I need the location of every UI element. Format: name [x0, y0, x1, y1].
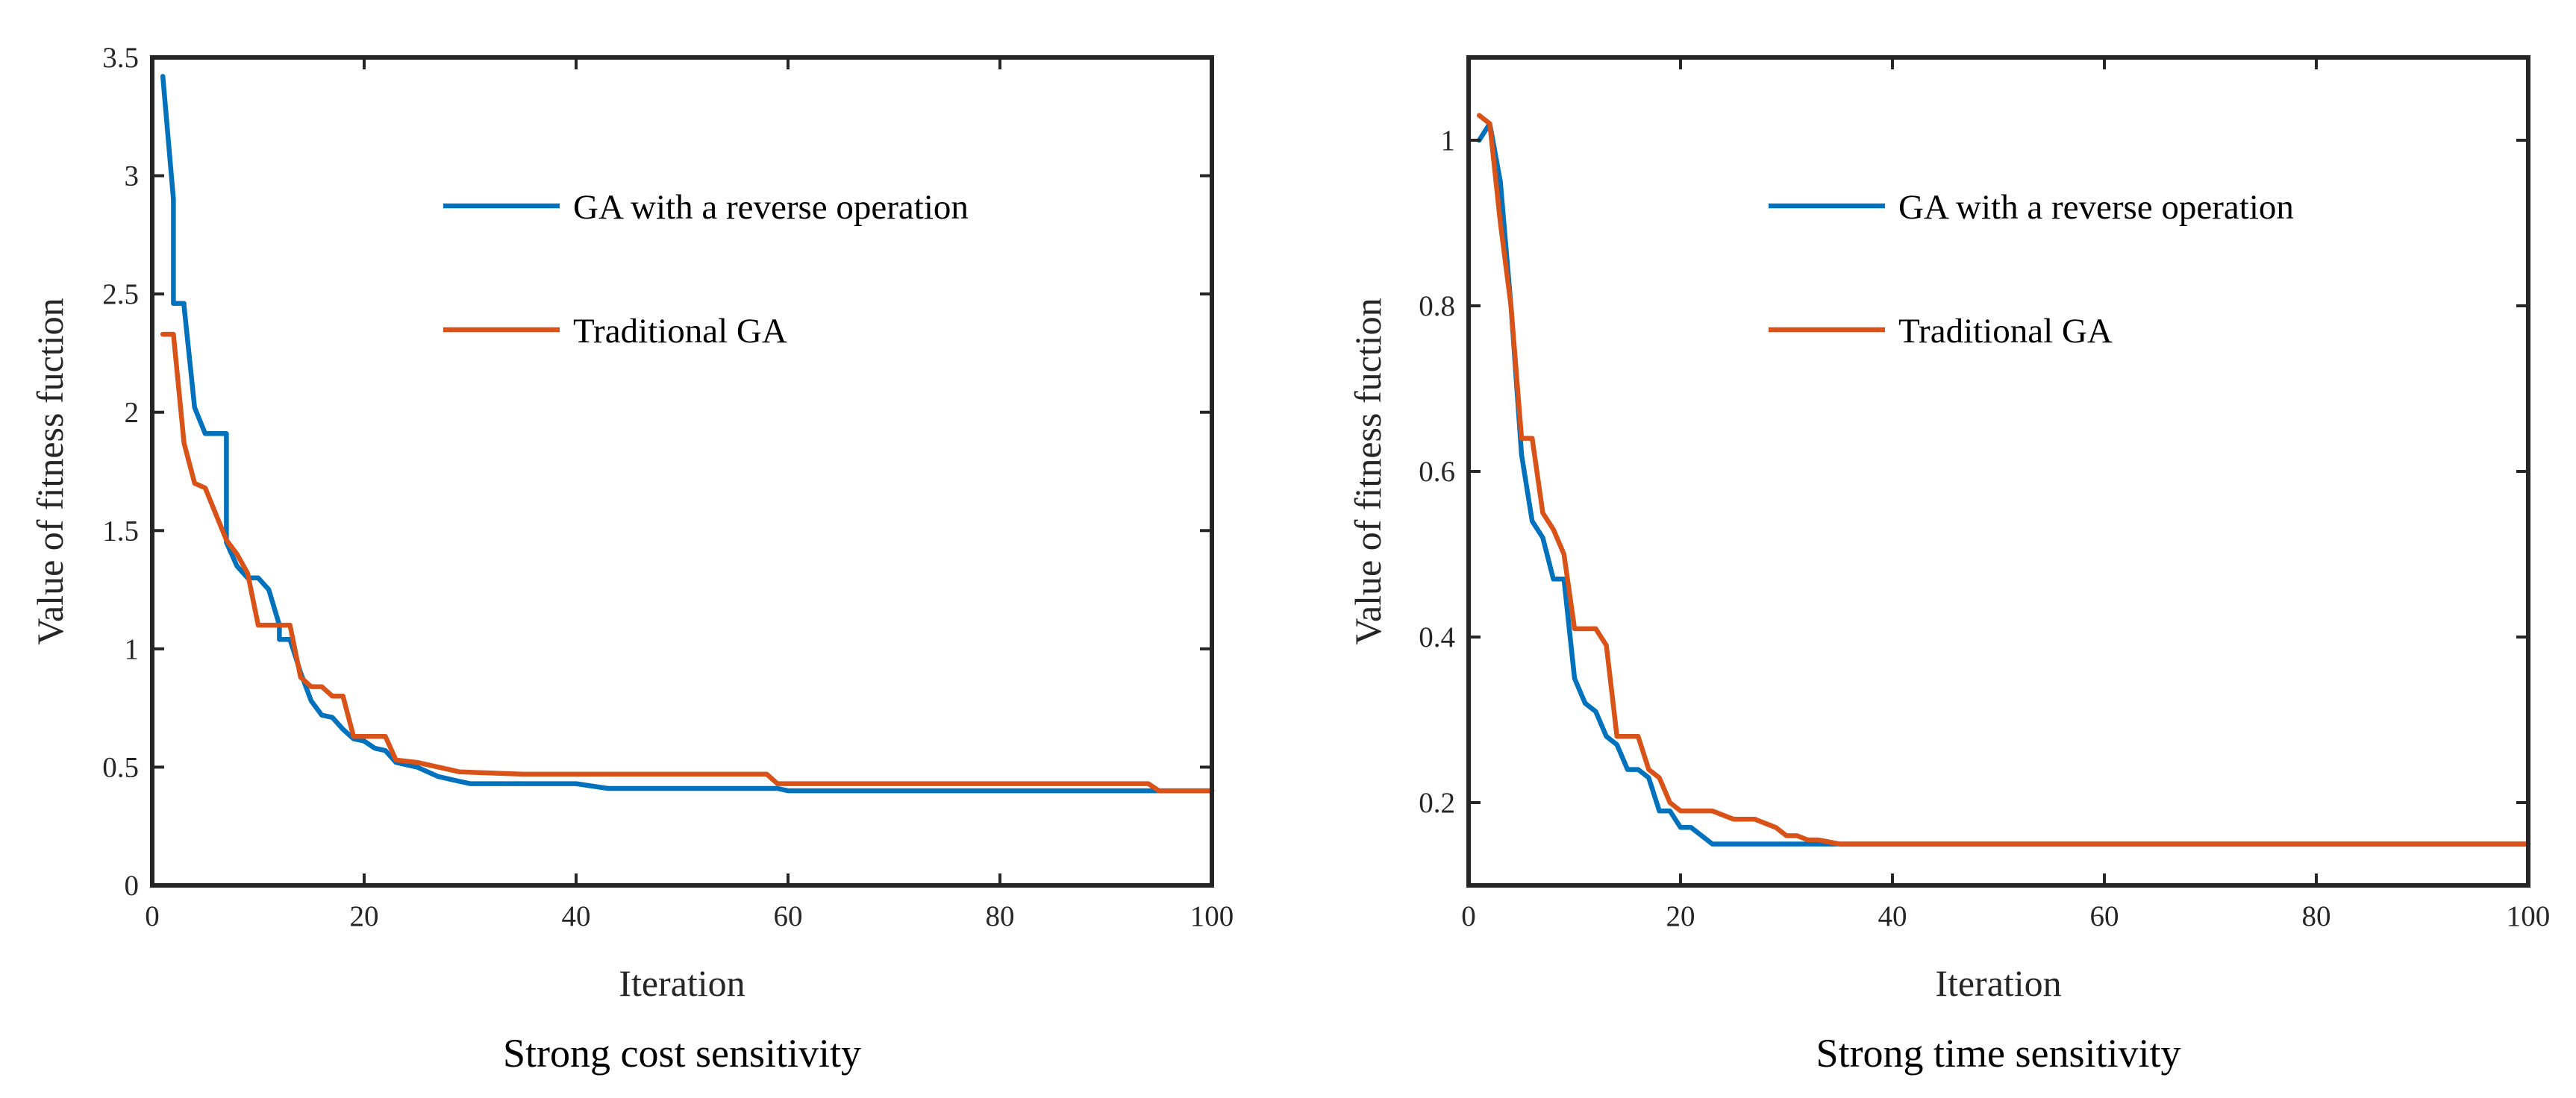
x-tick-label: 20	[350, 900, 379, 932]
y-axis-label: Value of fitness fuction	[1347, 298, 1389, 644]
y-tick-label: 0.4	[1419, 621, 1455, 653]
chart-caption: Strong cost sensitivity	[503, 1031, 861, 1076]
x-tick-label: 80	[986, 900, 1015, 932]
x-tick-label: 100	[2507, 900, 2551, 932]
y-tick-label: 0.8	[1419, 290, 1455, 322]
y-tick-label: 1.5	[102, 515, 139, 547]
chart-cost-sensitivity: 0 20 40 60 80 100 0 0.5 1 1.5 2 2.5 3 3.5 GA with a r…	[29, 42, 1234, 1076]
x-tick-label: 0	[145, 900, 160, 932]
x-tick-label: 0	[1461, 900, 1476, 932]
tick-layer: 0 20 40 60 80 100 0.2 0.4 0.6 0.8 1	[1419, 57, 2550, 932]
x-tick-label: 60	[2090, 900, 2119, 932]
x-tick-label: 80	[2302, 900, 2331, 932]
legend: GA with a reverse operation Traditional …	[1769, 188, 2294, 351]
y-tick-label: 0	[125, 870, 140, 902]
legend-label-reverse-ga: GA with a reverse operation	[1898, 188, 2294, 227]
x-axis-label: Iteration	[619, 962, 745, 1004]
x-tick-label: 40	[562, 900, 591, 932]
y-tick-label: 1	[1441, 125, 1456, 157]
y-tick-label: 2.5	[102, 278, 139, 310]
y-tick-label: 1	[125, 633, 140, 665]
x-tick-label: 100	[1190, 900, 1234, 932]
legend-label-traditional-ga: Traditional GA	[573, 312, 787, 351]
series-layer	[1476, 113, 2531, 847]
y-tick-label: 3.5	[102, 42, 139, 74]
x-tick-label: 20	[1666, 900, 1695, 932]
x-tick-label: 60	[774, 900, 803, 932]
legend-label-traditional-ga: Traditional GA	[1898, 312, 2113, 351]
plot-frame	[150, 55, 1214, 888]
series-layer	[160, 74, 1215, 794]
y-tick-label: 0.2	[1419, 787, 1455, 819]
legend-label-reverse-ga: GA with a reverse operation	[573, 188, 969, 227]
y-tick-label: 0.6	[1419, 456, 1455, 488]
series-line-reverse-ga	[160, 74, 1215, 794]
y-axis-label: Value of fitness fuction	[29, 298, 71, 644]
chart-caption: Strong time sensitivity	[1816, 1031, 2180, 1076]
chart-time-sensitivity: 0 20 40 60 80 100 0.2 0.4 0.6 0.8 1 GA with a reve…	[1347, 55, 2550, 1076]
series-line-traditional-ga	[160, 331, 1215, 794]
series-line-reverse-ga	[1476, 121, 2531, 847]
tick-layer: 0 20 40 60 80 100 0 0.5 1 1.5 2 2.5 3 3.5	[102, 42, 1234, 932]
series-line-traditional-ga	[1476, 113, 2531, 847]
y-tick-label: 2	[125, 397, 140, 429]
x-axis-label: Iteration	[1935, 962, 2061, 1004]
x-tick-label: 40	[1878, 900, 1907, 932]
legend: GA with a reverse operation Traditional …	[443, 188, 969, 351]
y-tick-label: 3	[125, 160, 140, 192]
y-tick-label: 0.5	[102, 751, 139, 783]
